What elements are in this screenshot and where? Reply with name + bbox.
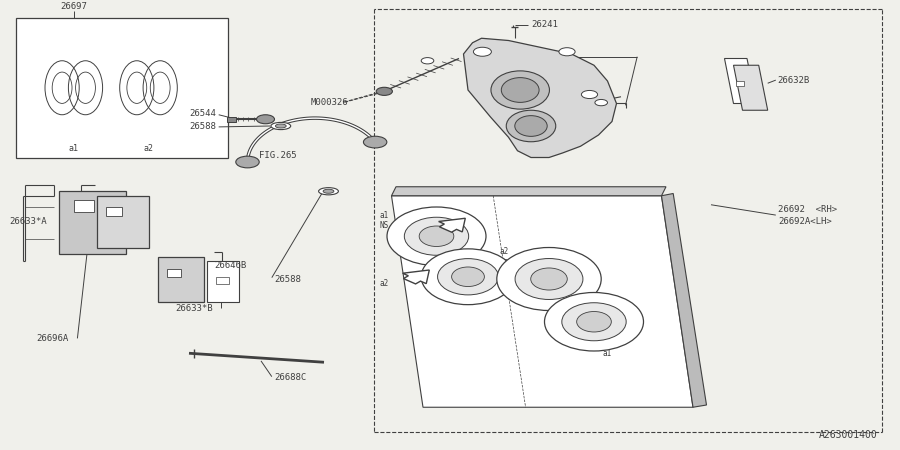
Text: A263001400: A263001400 — [819, 430, 878, 440]
Text: 26697: 26697 — [60, 2, 87, 11]
Text: a2: a2 — [380, 279, 389, 288]
Ellipse shape — [452, 267, 484, 287]
Ellipse shape — [544, 292, 644, 351]
Ellipse shape — [387, 207, 486, 266]
Bar — [97, 196, 149, 248]
Text: NS: NS — [380, 220, 389, 230]
Circle shape — [376, 87, 392, 95]
Bar — [227, 117, 236, 122]
Text: NS: NS — [500, 259, 508, 268]
Ellipse shape — [506, 110, 556, 142]
Text: 26633*B: 26633*B — [176, 304, 213, 313]
Text: a1: a1 — [380, 212, 389, 220]
Bar — [58, 191, 126, 254]
Circle shape — [236, 156, 259, 168]
FancyArrow shape — [438, 218, 465, 232]
Ellipse shape — [501, 77, 539, 103]
Text: 26632B: 26632B — [778, 76, 810, 85]
Polygon shape — [724, 58, 756, 104]
Bar — [216, 277, 229, 284]
Ellipse shape — [491, 71, 549, 109]
Circle shape — [256, 115, 274, 124]
Text: a1: a1 — [68, 144, 79, 153]
Text: 26633*A: 26633*A — [9, 217, 47, 226]
Polygon shape — [392, 187, 666, 196]
Bar — [106, 207, 122, 216]
Polygon shape — [392, 196, 693, 407]
Text: a1: a1 — [603, 349, 612, 358]
Text: 26238: 26238 — [533, 52, 560, 61]
Bar — [16, 18, 228, 158]
Text: 26588: 26588 — [274, 274, 302, 284]
Ellipse shape — [562, 303, 626, 341]
Text: 26696A: 26696A — [36, 334, 68, 343]
Text: 26646B: 26646B — [214, 261, 247, 270]
Circle shape — [581, 90, 598, 99]
Circle shape — [473, 47, 491, 56]
Ellipse shape — [421, 249, 515, 305]
Circle shape — [421, 58, 434, 64]
Ellipse shape — [497, 248, 601, 310]
Text: IN: IN — [472, 231, 484, 241]
Bar — [158, 256, 204, 302]
Circle shape — [595, 99, 608, 106]
Ellipse shape — [515, 258, 583, 300]
Text: 26241: 26241 — [531, 20, 558, 29]
Bar — [74, 200, 94, 212]
FancyArrow shape — [402, 270, 429, 284]
Bar — [736, 81, 744, 86]
Bar — [166, 269, 181, 277]
Polygon shape — [662, 194, 706, 407]
Ellipse shape — [404, 217, 469, 255]
Text: 26544: 26544 — [189, 109, 216, 118]
Text: FIG.265: FIG.265 — [259, 151, 297, 160]
Text: FRONT: FRONT — [434, 281, 464, 291]
Ellipse shape — [515, 116, 547, 136]
Ellipse shape — [275, 124, 286, 128]
Ellipse shape — [577, 311, 611, 332]
Ellipse shape — [323, 189, 334, 194]
Text: 26688C: 26688C — [274, 374, 307, 382]
Polygon shape — [207, 261, 238, 302]
Ellipse shape — [419, 226, 454, 247]
Polygon shape — [464, 38, 616, 158]
Ellipse shape — [437, 259, 499, 295]
Circle shape — [559, 48, 575, 56]
Ellipse shape — [319, 188, 338, 195]
Polygon shape — [734, 65, 768, 110]
Text: 26692A<LH>: 26692A<LH> — [778, 217, 832, 226]
Ellipse shape — [531, 268, 567, 290]
Circle shape — [364, 136, 387, 148]
Text: M000326: M000326 — [310, 98, 348, 107]
Text: a2: a2 — [143, 144, 154, 153]
Text: 26588: 26588 — [189, 122, 216, 131]
Text: 26692  <RH>: 26692 <RH> — [778, 205, 838, 214]
Ellipse shape — [271, 122, 291, 130]
Text: a2: a2 — [500, 248, 508, 256]
